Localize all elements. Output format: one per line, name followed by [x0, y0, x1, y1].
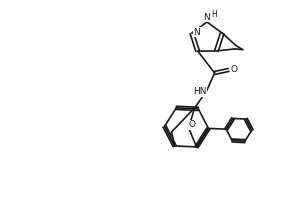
Text: HN: HN	[193, 87, 206, 96]
Text: O: O	[230, 65, 237, 74]
Text: N: N	[194, 28, 200, 37]
Text: H: H	[211, 10, 217, 19]
Text: N: N	[202, 12, 209, 21]
Text: O: O	[188, 120, 195, 129]
